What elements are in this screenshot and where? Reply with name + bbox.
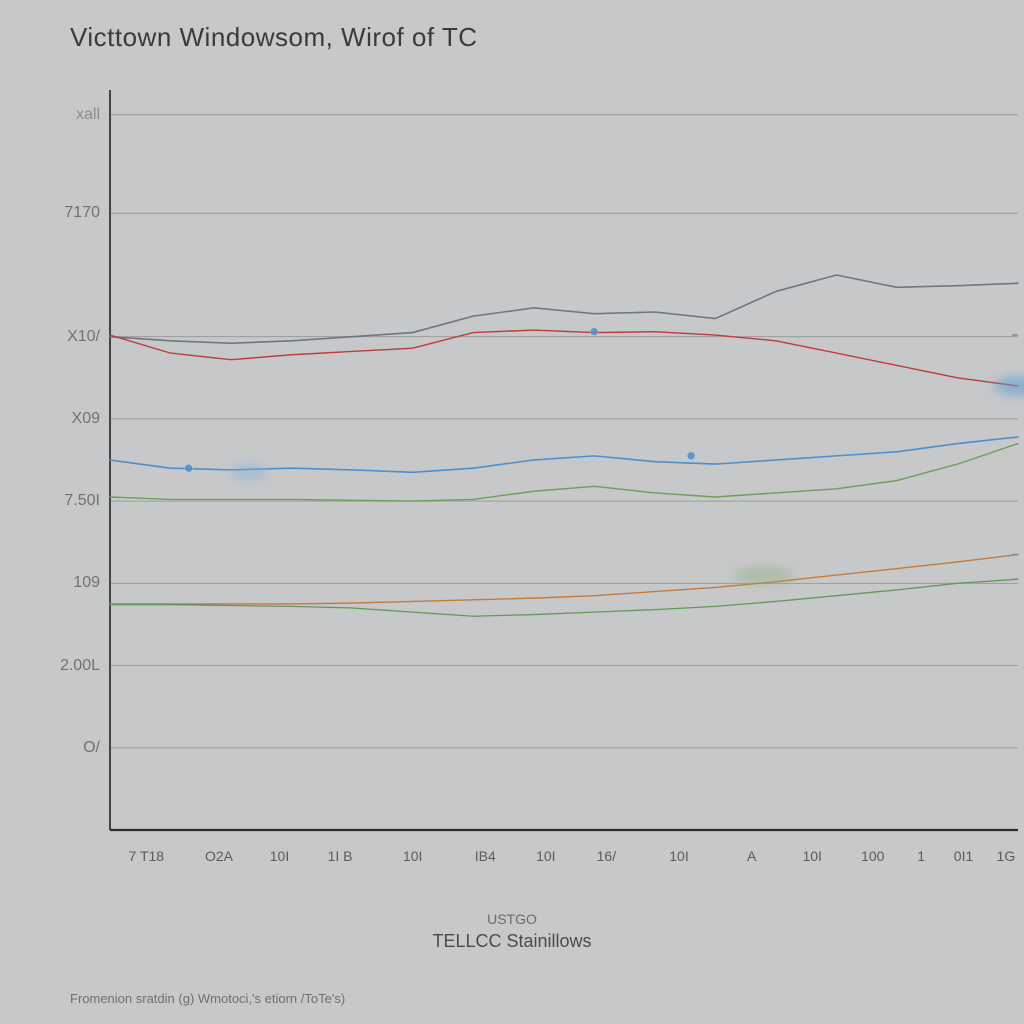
- y-tick-label: X09: [40, 410, 100, 428]
- line-chart: [0, 0, 1024, 1024]
- y-tick-label: 7.50I: [40, 492, 100, 510]
- x-tick-label: IB4: [475, 848, 496, 864]
- x-tick-label: 10I: [802, 848, 821, 864]
- x-tick-label: O2A: [205, 848, 233, 864]
- y-tick-label: 109: [40, 574, 100, 592]
- x-tick-label: 1: [917, 848, 925, 864]
- y-tick-label: O/: [40, 739, 100, 757]
- x-tick-label: 10I: [270, 848, 289, 864]
- x-tick-label: 10I: [669, 848, 688, 864]
- x-tick-label: 0I1: [954, 848, 973, 864]
- x-tick-label: 1G: [997, 848, 1016, 864]
- footnote: Fromenion sratdin (g) Wmotoci,'s etiorn …: [70, 991, 345, 1006]
- x-tick-label: 10I: [536, 848, 555, 864]
- x-tick-label: 100: [861, 848, 884, 864]
- x-tick-label: 1I B: [328, 848, 353, 864]
- x-tick-label: 16/: [597, 848, 616, 864]
- y-tick-label: X10/: [40, 328, 100, 346]
- x-tick-label: 7 T18: [129, 848, 165, 864]
- legend-line: USTGO: [362, 910, 662, 929]
- y-tick-label: 7170: [40, 204, 100, 222]
- x-tick-label: A: [747, 848, 756, 864]
- chart-page: Victtown Windowsom, Wirof of TC xall7170…: [0, 0, 1024, 1024]
- legend: USTGOTELLCC Stainillows: [362, 910, 662, 953]
- legend-line: TELLCC Stainillows: [362, 929, 662, 953]
- y-tick-label: xall: [40, 106, 100, 124]
- y-tick-label: 2.00L: [40, 657, 100, 675]
- x-tick-label: 10I: [403, 848, 422, 864]
